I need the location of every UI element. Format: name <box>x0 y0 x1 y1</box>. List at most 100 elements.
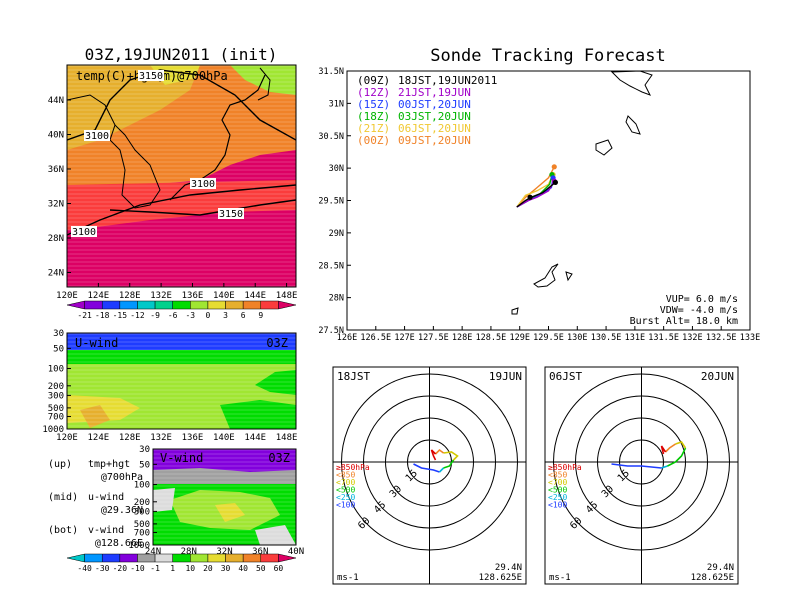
note-value: @128.66E <box>95 538 143 549</box>
x-tick-label: 132E <box>150 291 172 301</box>
x-tick-label: 128.5E <box>476 333 507 343</box>
hodograph-trace <box>660 445 667 455</box>
hodograph-lat: 29.4N <box>495 563 522 573</box>
hodograph-lon: 128.625E <box>479 573 522 583</box>
colorbar-swatch <box>260 300 279 310</box>
colorbar-label: -15 <box>113 311 128 320</box>
colorbar-swatch <box>190 300 209 310</box>
x-tick-label: 140E <box>213 433 235 443</box>
y-tick-label: 28N <box>48 234 64 244</box>
x-tick-label: 148E <box>276 291 298 301</box>
x-tick-label: 132E <box>150 433 172 443</box>
x-tick-label: 128E <box>119 433 141 443</box>
x-tick-label: 136E <box>182 291 204 301</box>
colorbar-label: -1 <box>150 564 160 573</box>
hodograph-trace <box>675 441 687 449</box>
x-tick-label: 126.5E <box>360 333 391 343</box>
y-tick-label: 30.5N <box>318 132 344 142</box>
colorbar-label: -3 <box>185 311 195 320</box>
y-tick-label: 700 <box>134 529 150 539</box>
level-legend: <850 <box>336 471 355 480</box>
colorbar-label: 30 <box>221 564 231 573</box>
legend-code: (15Z) <box>357 98 390 111</box>
x-tick-label: 127E <box>394 333 414 343</box>
track-line <box>516 180 555 208</box>
colorbar-label: -9 <box>150 311 160 320</box>
colorbar-swatch <box>84 300 103 310</box>
note-value: u-wind <box>88 492 124 503</box>
colorbar-label: -21 <box>77 311 92 320</box>
y-tick-label: 29.5N <box>318 197 344 207</box>
hodograph-trace <box>667 447 687 467</box>
colorbar-swatch <box>66 553 85 563</box>
x-tick-label: 129.5E <box>533 333 564 343</box>
y-tick-label: 32N <box>48 200 64 210</box>
y-tick-label: 28.5N <box>318 261 344 271</box>
y-tick-label: 50 <box>139 460 150 470</box>
temperature-map <box>67 65 296 287</box>
hodograph-trace <box>443 451 459 461</box>
colorbar-swatch <box>154 300 173 310</box>
colorbar-swatch <box>207 553 226 563</box>
legend-code: (21Z) <box>357 122 390 135</box>
x-tick-label: 129E <box>509 333 529 343</box>
x-tick-label: 130.5E <box>591 333 622 343</box>
temperature-map-frame <box>66 64 297 288</box>
y-tick-label: 300 <box>48 391 64 401</box>
x-tick-label: 126E <box>337 333 357 343</box>
x-tick-label: 140E <box>213 291 235 301</box>
tracking-param: VDW= -4.0 m/s <box>660 305 738 316</box>
tracking-map <box>347 71 750 330</box>
x-tick-label: 24N <box>145 547 161 557</box>
sonde-tracks <box>516 164 559 208</box>
colorbar-swatch <box>101 553 121 563</box>
u-wind-frame <box>66 332 297 430</box>
colorbar-swatch <box>225 300 244 310</box>
panel-notes: (up) tmp+hgt @700hPa (mid) u-wind @29.36N (bot… <box>48 459 143 549</box>
temperature-colorbar: -21 -18 -15 -12 -9 -6 -3 0 3 6 9 <box>66 300 297 320</box>
level-legend: <700 <box>548 478 567 487</box>
y-tick-label: 30 <box>139 445 150 455</box>
colorbar-swatch <box>119 553 138 563</box>
x-tick-label: 36N <box>252 547 268 557</box>
colorbar-swatch <box>242 300 262 310</box>
level-legend: <250 <box>548 493 567 502</box>
y-tick-label: 100 <box>134 481 150 491</box>
colorbar-label: -6 <box>168 311 178 320</box>
colorbar-label: 40 <box>238 564 248 573</box>
level-legend: <700 <box>336 478 355 487</box>
contour-label: 3150 <box>219 209 243 220</box>
hodograph-time: 06JST <box>549 370 582 383</box>
colorbar-swatch <box>119 300 138 310</box>
legend-code: (00Z) <box>357 134 390 147</box>
colorbar-label: -30 <box>95 564 110 573</box>
hodograph-date: 20JUN <box>701 370 734 383</box>
colorbar-label: 10 <box>185 564 195 573</box>
y-tick-label: 30 <box>53 329 64 339</box>
y-tick-label: 200 <box>48 382 64 392</box>
x-tick-label: 136E <box>182 433 204 443</box>
colorbar-swatch <box>84 553 103 563</box>
left-title: 03Z,19JUN2011 (init) <box>85 45 278 64</box>
legend-code: (12Z) <box>357 86 390 99</box>
note-key: (mid) <box>48 492 78 503</box>
legend-text: 09JST,20JUN <box>398 134 471 147</box>
contour-label: 3100 <box>72 227 96 238</box>
colorbar-swatch <box>278 553 297 563</box>
y-tick-label: 1000 <box>42 425 64 435</box>
level-legend: <850 <box>548 471 567 480</box>
colorbar-label: 0 <box>206 311 211 320</box>
tracking-yticks: 31.5N 31N 30.5N 30N 29.5N 29N 28.5N 28N 27.5N <box>318 67 351 336</box>
level-legend: ≥850hPa <box>336 463 370 472</box>
x-tick-label: 144E <box>244 291 266 301</box>
level-legend: <250 <box>336 493 355 502</box>
tracking-xticks: 126E 126.5E 127E 127.5E 128E 128.5E 129E 129.5E… <box>337 326 760 343</box>
colorbar-label: 1 <box>170 564 175 573</box>
colorbar-swatch <box>242 553 262 563</box>
contour-label: 3150 <box>139 71 163 82</box>
hodograph-lat: 29.4N <box>707 563 734 573</box>
y-tick-label: 28N <box>329 294 344 304</box>
